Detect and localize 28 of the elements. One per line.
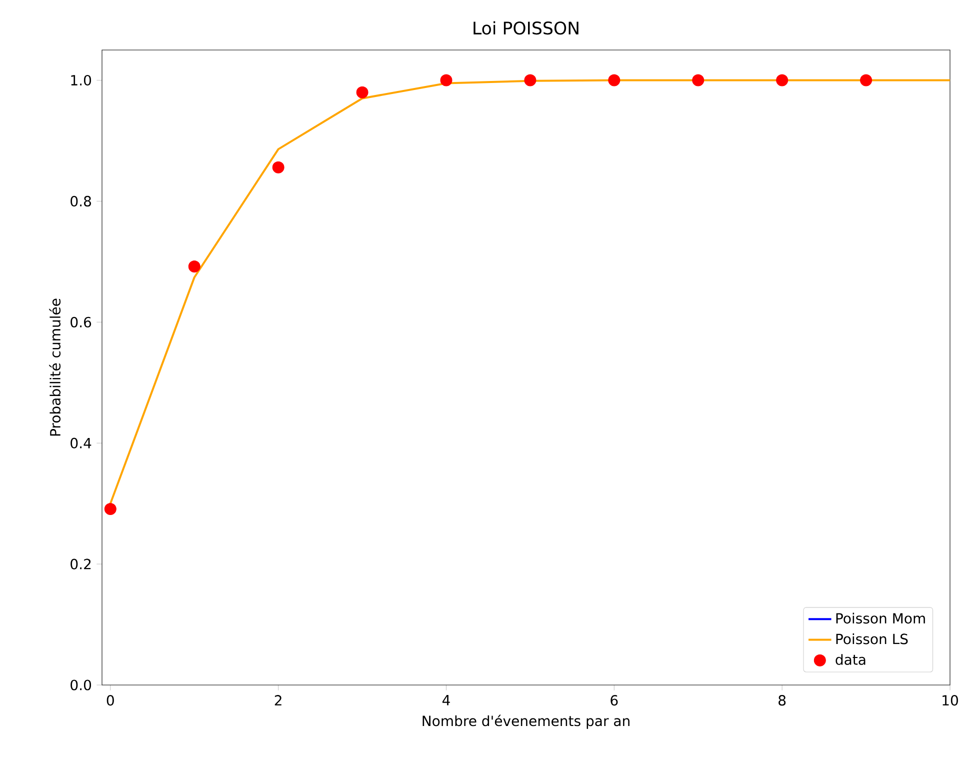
x-axis-title: Nombre d'évenements par an [422,714,630,729]
point [776,74,788,86]
legend-label: Poisson Mom [836,612,925,624]
x-tick-label: 8 [778,695,786,706]
point [524,74,536,86]
y-tick-label: 0.0 [70,680,92,690]
y-tick-label: 0.4 [70,438,92,448]
y-tick-label: 0.2 [70,558,91,570]
y-tick-label: 0.6 [70,316,92,328]
point [860,74,872,86]
x-tick-label: 10 [942,695,958,706]
point [356,86,368,98]
point [440,74,452,86]
legend-label: data [836,654,866,665]
chart-title: Loi POISSON [474,21,578,35]
y-axis-title: Probabilité cumulée [49,298,61,436]
y-tick-label: 0.8 [70,196,91,206]
legend-label: Poisson LS [836,633,908,644]
point [692,74,704,86]
y-tick-label: 1.0 [71,74,92,86]
x-tick-label: 0 [106,695,114,706]
point [104,503,116,516]
point [608,74,620,86]
x-tick-label: 2 [274,695,282,706]
x-tick-label: 4 [442,695,450,706]
point [188,260,200,273]
x-tick-label: 6 [610,695,618,706]
point [272,161,284,174]
